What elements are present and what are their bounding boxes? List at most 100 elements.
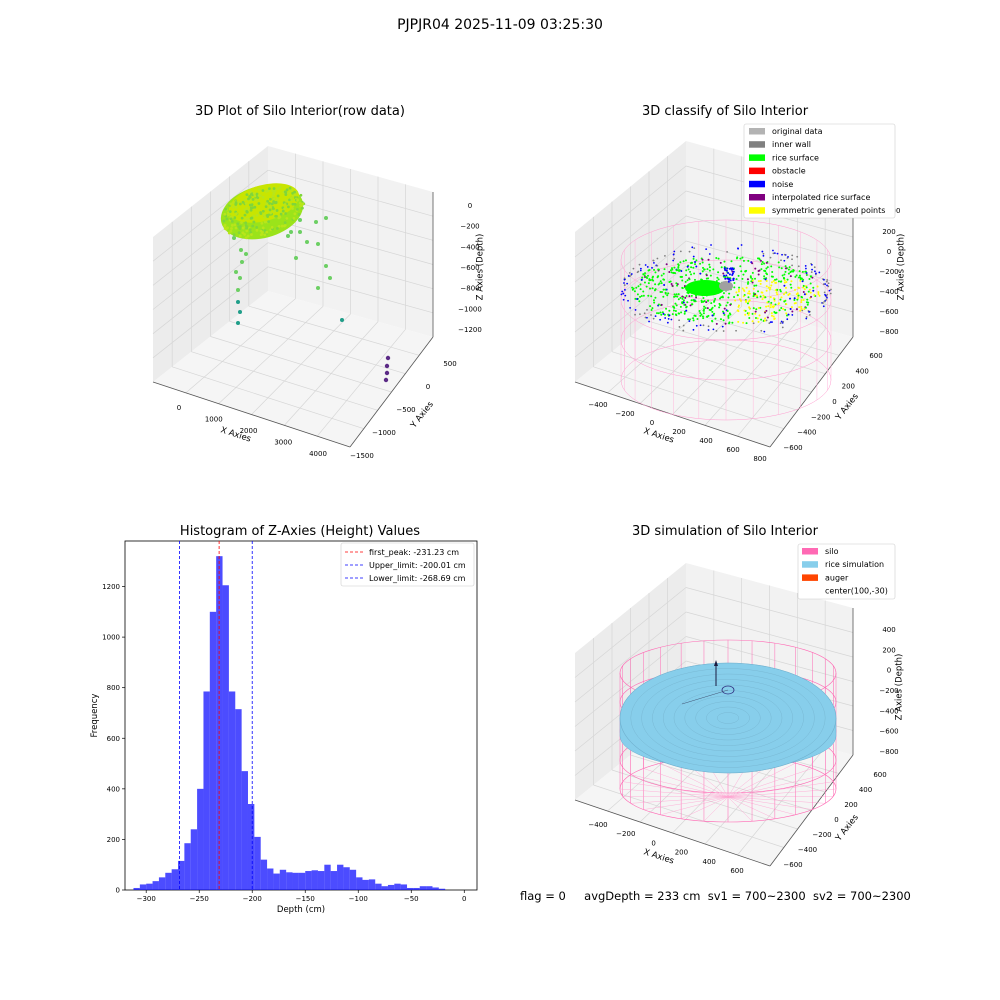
raw-data-point: [285, 199, 288, 202]
raw-outlier-point: [236, 300, 240, 304]
classify-legend-swatch: [749, 167, 765, 175]
raw-data-point: [284, 193, 288, 197]
histogram-x-tick-label: −100: [349, 895, 368, 903]
classify-wall-point: [810, 271, 813, 274]
raw-outlier-point: [324, 264, 328, 268]
histogram-x-tick-label: −150: [296, 895, 315, 903]
classify-surface-point: [799, 276, 802, 279]
classify-surface-point: [651, 307, 654, 310]
classify-surface-point: [759, 259, 762, 262]
classify-surface-point: [801, 280, 804, 283]
raw-outlier-point: [244, 252, 248, 256]
raw-data-point: [225, 217, 229, 221]
classify-surface-point: [758, 258, 761, 261]
classify-surface-point: [804, 270, 807, 273]
histogram-bar: [209, 611, 217, 890]
classify-surface-point: [775, 291, 778, 294]
classify-surface-point: [719, 297, 722, 300]
raw-data-point: [245, 226, 249, 230]
grid-line: [248, 305, 420, 356]
classify-surface-point: [639, 283, 642, 286]
raw-data-point: [270, 202, 274, 206]
raw-data-point: [277, 224, 281, 228]
classify-surface-point: [705, 301, 708, 304]
raw-y-tick: −1500: [350, 452, 374, 460]
classify-wall-point: [688, 250, 691, 253]
classify-surface-point: [673, 295, 676, 298]
raw-data-point: [245, 206, 249, 210]
classify-surface-point: [695, 296, 698, 299]
classify-wall-point: [679, 250, 682, 253]
classify-noise-point: [728, 278, 731, 281]
histogram-bar: [241, 771, 248, 890]
classify-wall-point: [808, 313, 811, 316]
histogram-bar: [247, 804, 255, 890]
classify-surface-point: [787, 293, 790, 296]
classify-x-tick: 600: [726, 446, 739, 454]
classify-surface-point: [671, 268, 674, 271]
classify-surface-point: [722, 310, 725, 313]
classify-surface-point: [748, 290, 751, 293]
simulation-rice-mesh: [684, 695, 772, 741]
classify-wall-point: [629, 306, 632, 309]
classify-surface-point: [744, 313, 747, 316]
classify-surface-point: [685, 295, 688, 298]
classify-surface-point: [771, 270, 774, 273]
classify-surface-point: [756, 317, 759, 320]
classify-surface-point: [683, 303, 686, 306]
classify-wall-point: [772, 252, 775, 255]
classify-wall-point: [710, 244, 712, 246]
classify-wall-point: [636, 271, 639, 274]
classify-surface-point: [752, 292, 755, 295]
classify-surface-point: [692, 319, 695, 322]
classify-surface-point: [742, 273, 745, 276]
footer-sv2: sv2 = 700~2300: [812, 889, 911, 903]
classify-noise-point: [725, 269, 728, 272]
raw-data-point: [251, 206, 254, 210]
classify-surface-point: [692, 266, 695, 269]
classify-surface-point: [682, 260, 685, 263]
raw-data-point: [233, 216, 237, 220]
classify-surface-point: [705, 274, 708, 277]
classify-surface-point: [777, 302, 780, 305]
classify-surface-point: [739, 265, 742, 268]
classify-wall-point: [624, 288, 626, 291]
classify-legend-swatch: [749, 180, 765, 188]
classify-surface-point: [691, 303, 694, 306]
classify-surface-point: [735, 278, 738, 281]
histogram-bar: [387, 884, 395, 890]
classify-wall-point: [780, 320, 783, 323]
classify-surface-point: [707, 299, 710, 302]
classify-surface-point: [670, 267, 673, 270]
classify-surface-point: [803, 307, 806, 310]
classify-wall-point: [823, 278, 825, 281]
classify-surface-point: [809, 291, 812, 294]
classify-wall-point: [769, 321, 772, 324]
simulation-silo-floor-spoke: [630, 796, 729, 804]
histogram-bar: [286, 872, 293, 890]
classify-surface-point: [812, 286, 815, 289]
classify-wall-point: [740, 244, 743, 246]
classify-wall-point: [735, 329, 737, 332]
classify-surface-point: [707, 258, 710, 261]
raw-data-point: [224, 207, 228, 211]
classify-wall-point: [791, 258, 793, 261]
classify-surface-point: [654, 288, 657, 291]
classify-surface-point: [737, 320, 740, 323]
classify-surface-point: [690, 273, 693, 276]
classify-surface-point: [785, 314, 788, 317]
histogram-bar: [362, 879, 369, 890]
raw-data-point: [278, 215, 282, 219]
classify-surface-point: [764, 296, 767, 299]
classify-surface-point: [789, 297, 792, 300]
histogram-bar: [413, 887, 420, 890]
raw-data-point: [232, 201, 235, 205]
classify-wall-point: [782, 320, 785, 323]
classify-wall-point: [771, 321, 773, 323]
classify-surface-point: [665, 307, 668, 310]
classify-surface-point: [747, 313, 750, 316]
classify-surface-point: [748, 299, 751, 302]
raw-data-point: [288, 186, 292, 190]
raw-data-point: [244, 202, 248, 205]
classify-surface-point: [701, 315, 704, 318]
